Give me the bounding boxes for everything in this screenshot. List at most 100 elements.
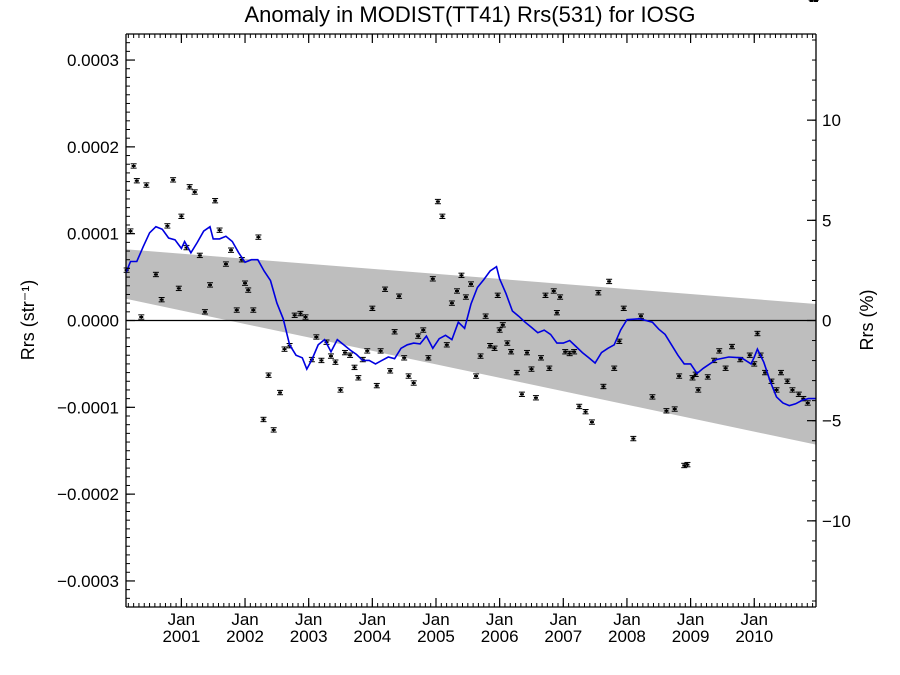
data-point [347, 352, 354, 358]
point-marker [292, 314, 297, 317]
data-point [620, 305, 627, 312]
point-marker [338, 388, 343, 391]
point-marker [184, 246, 189, 249]
data-point [524, 349, 531, 356]
point-marker [449, 302, 454, 305]
point-marker [577, 405, 582, 408]
point-marker [509, 350, 514, 353]
point-marker [266, 374, 271, 377]
data-point [143, 182, 150, 188]
point-marker [378, 349, 383, 352]
data-point [242, 280, 249, 286]
data-point [576, 403, 583, 410]
data-point [158, 296, 165, 303]
point-marker [319, 359, 324, 362]
point-marker [752, 362, 757, 365]
data-point [499, 322, 506, 328]
point-marker [514, 371, 519, 374]
point-marker [411, 382, 416, 385]
point-marker [693, 373, 698, 376]
point-marker [426, 356, 431, 359]
data-point [518, 391, 525, 397]
x-tick-month-label: Jan [295, 610, 322, 629]
point-marker [356, 376, 361, 379]
point-marker [492, 347, 497, 350]
data-point [684, 461, 691, 468]
point-marker [197, 254, 202, 257]
data-point [410, 380, 417, 386]
point-marker [488, 344, 493, 347]
point-marker [213, 199, 218, 202]
x-tick-month-label: Jan [741, 610, 768, 629]
x-tick-month-label: Jan [677, 610, 704, 629]
point-marker [631, 437, 636, 440]
data-point [458, 272, 465, 279]
right-tick-label: 10 [822, 111, 841, 130]
data-point [496, 327, 503, 333]
data-point [588, 419, 595, 425]
data-point [676, 373, 683, 379]
point-marker [717, 349, 722, 352]
data-point [553, 310, 560, 316]
data-point [196, 252, 203, 259]
chart-title: Anomaly in MODIST(TT41) Rrs(531) for IOS… [244, 2, 695, 27]
x-tick-month-label: Jan [550, 610, 577, 629]
point-marker [208, 283, 213, 286]
point-marker [139, 316, 144, 319]
left-tick-label: 0.0000 [67, 312, 119, 331]
point-marker [342, 351, 347, 354]
data-point [746, 352, 753, 358]
point-marker [796, 393, 801, 396]
left-tick-label: 0.0003 [67, 51, 119, 70]
point-marker [705, 375, 710, 378]
point-marker [229, 249, 234, 252]
data-point [571, 349, 578, 355]
point-marker [406, 375, 411, 378]
point-marker [558, 296, 563, 299]
point-marker [497, 329, 502, 332]
data-point [332, 359, 339, 365]
point-marker [596, 291, 601, 294]
point-marker [352, 366, 357, 369]
data-point [138, 314, 145, 320]
point-marker [179, 215, 184, 218]
data-point [391, 329, 398, 335]
data-point [277, 389, 284, 396]
x-tick-month-label: Jan [168, 610, 195, 629]
point-marker [589, 421, 594, 424]
data-point [439, 213, 446, 219]
data-point [808, 0, 815, 2]
left-tick-label: 0.0001 [67, 225, 119, 244]
data-point [355, 375, 362, 381]
point-marker [165, 224, 170, 227]
point-marker [790, 388, 795, 391]
point-marker [801, 397, 806, 400]
point-marker [682, 464, 687, 467]
data-point [313, 334, 320, 340]
data-point [186, 184, 193, 190]
right-tick-label: −10 [822, 512, 851, 531]
point-marker [547, 367, 552, 370]
point-marker [374, 384, 379, 387]
point-marker [478, 355, 483, 358]
point-marker [563, 350, 568, 353]
data-point [207, 282, 214, 288]
point-marker [551, 289, 556, 292]
data-point [133, 178, 140, 184]
point-marker [314, 335, 319, 338]
data-point [513, 369, 520, 376]
point-marker [435, 200, 440, 203]
point-marker [505, 342, 510, 345]
point-marker [778, 371, 783, 374]
x-axis-ticks: Jan2001Jan2002Jan2003Jan2004Jan2005Jan20… [127, 34, 814, 646]
data-point [291, 312, 298, 318]
point-marker [261, 418, 266, 421]
data-point [546, 365, 553, 371]
point-marker [144, 184, 149, 187]
point-marker [176, 287, 181, 290]
left-axis-ticks: 0.0003 0.0002 0.0001 0.0000 −0.0001 −0.0002 −0… [57, 33, 135, 608]
data-point [250, 307, 257, 313]
point-marker [402, 356, 407, 359]
point-marker [785, 380, 790, 383]
